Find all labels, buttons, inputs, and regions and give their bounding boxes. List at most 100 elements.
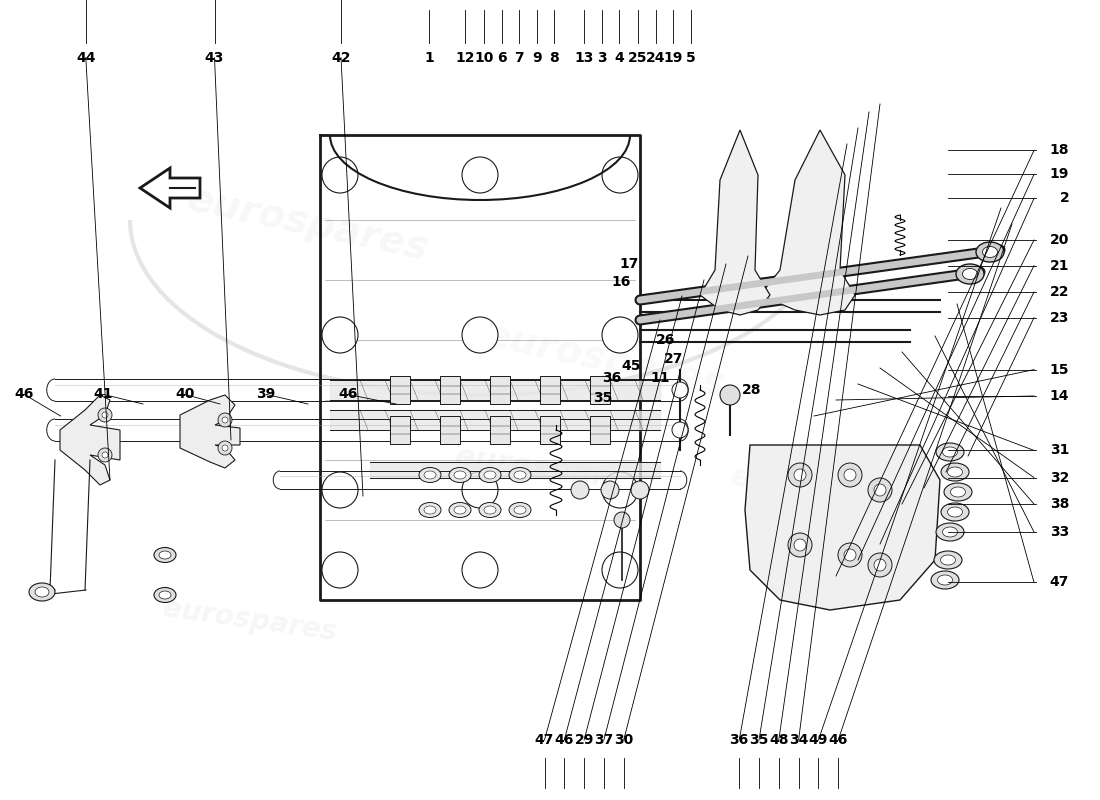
Ellipse shape [484,506,496,514]
Circle shape [794,539,806,551]
Ellipse shape [947,507,962,517]
Ellipse shape [936,443,964,461]
Text: 47: 47 [1049,575,1069,590]
Circle shape [788,533,812,557]
Text: 45: 45 [621,359,641,374]
Circle shape [218,413,232,427]
Text: 9: 9 [532,50,541,65]
Text: eurospares: eurospares [452,442,648,498]
Ellipse shape [931,571,959,589]
Ellipse shape [962,269,978,279]
Text: 18: 18 [1049,143,1069,158]
Text: 1: 1 [425,50,433,65]
Circle shape [794,469,806,481]
Circle shape [462,157,498,193]
Text: 20: 20 [1049,233,1069,247]
Text: 46: 46 [828,733,848,747]
Text: 46: 46 [14,387,34,402]
Text: 35: 35 [749,733,769,747]
Circle shape [322,317,358,353]
Text: 21: 21 [1049,258,1069,273]
Circle shape [672,382,688,398]
Text: 11: 11 [650,371,670,386]
Text: 27: 27 [663,352,683,366]
Text: 29: 29 [574,733,594,747]
Text: 24: 24 [646,50,666,65]
Circle shape [838,543,862,567]
Ellipse shape [478,502,500,518]
Ellipse shape [449,502,471,518]
Ellipse shape [940,463,969,481]
Ellipse shape [29,583,55,601]
Text: 30: 30 [614,733,634,747]
Text: 46: 46 [338,387,358,402]
Ellipse shape [514,506,526,514]
Ellipse shape [940,503,969,521]
Text: 16: 16 [612,275,631,290]
Text: 49: 49 [808,733,828,747]
Circle shape [322,157,358,193]
Text: eurospares: eurospares [728,462,922,530]
Ellipse shape [424,471,436,479]
Ellipse shape [160,591,170,599]
Ellipse shape [154,587,176,602]
Ellipse shape [947,467,962,477]
Ellipse shape [424,506,436,514]
Circle shape [222,417,228,423]
Text: 17: 17 [619,257,639,271]
Ellipse shape [943,527,957,537]
Text: 25: 25 [628,50,648,65]
Circle shape [102,412,108,418]
Text: 32: 32 [1049,470,1069,485]
Text: 8: 8 [550,50,559,65]
Circle shape [844,469,856,481]
Text: eurospares: eurospares [162,594,339,646]
Text: eurospares: eurospares [481,316,729,404]
Text: 28: 28 [741,383,761,398]
Text: 2: 2 [1059,191,1069,206]
Text: 26: 26 [656,333,675,347]
Text: 36: 36 [729,733,749,747]
Circle shape [218,441,232,455]
Circle shape [462,317,498,353]
Ellipse shape [449,467,471,482]
Ellipse shape [950,487,966,497]
Text: 34: 34 [789,733,808,747]
Ellipse shape [35,587,50,597]
Text: 4: 4 [615,50,624,65]
Circle shape [322,552,358,588]
Circle shape [222,445,228,451]
Text: 10: 10 [474,50,494,65]
Bar [490,416,510,444]
Ellipse shape [514,471,526,479]
Text: 22: 22 [1049,285,1069,299]
Circle shape [601,481,619,499]
Circle shape [602,472,638,508]
Text: 3: 3 [597,50,606,65]
Ellipse shape [509,502,531,518]
Circle shape [98,448,112,462]
Ellipse shape [484,471,496,479]
Bar [540,376,560,404]
Ellipse shape [944,483,972,501]
Bar [490,376,510,404]
Ellipse shape [419,502,441,518]
Text: 7: 7 [515,50,524,65]
Circle shape [720,385,740,405]
Circle shape [631,481,649,499]
Text: 37: 37 [594,733,614,747]
Circle shape [844,549,856,561]
Ellipse shape [454,506,466,514]
Text: 15: 15 [1049,362,1069,377]
Circle shape [322,472,358,508]
Circle shape [98,408,112,422]
Text: 19: 19 [1049,167,1069,182]
Circle shape [462,552,498,588]
Circle shape [102,452,108,458]
Bar [590,416,610,444]
Text: 35: 35 [593,390,613,405]
Bar [590,376,610,404]
Circle shape [838,463,862,487]
Polygon shape [700,130,770,315]
Bar [440,416,460,444]
